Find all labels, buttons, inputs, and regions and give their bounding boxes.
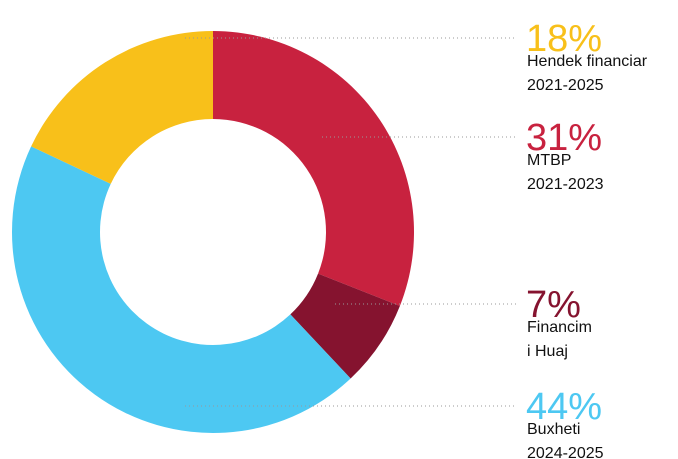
category-label: Hendek financiar <box>527 53 648 70</box>
donut-slice <box>213 31 415 306</box>
category-label: Buxheti <box>527 421 580 438</box>
value-label: 18% <box>526 18 602 60</box>
category-label: 2021-2025 <box>527 77 604 94</box>
donut-slice <box>31 31 214 184</box>
donut-slice <box>11 146 351 433</box>
category-label: 2024-2025 <box>527 445 604 459</box>
donut-slice <box>290 273 400 379</box>
value-label: 31% <box>526 117 602 159</box>
value-label: 44% <box>526 386 602 428</box>
category-label: Financim <box>527 319 592 336</box>
category-label: i Huaj <box>527 343 568 360</box>
category-label: 2021-2023 <box>527 176 604 193</box>
category-label: MTBP <box>527 152 571 169</box>
value-label: 7% <box>526 284 581 326</box>
